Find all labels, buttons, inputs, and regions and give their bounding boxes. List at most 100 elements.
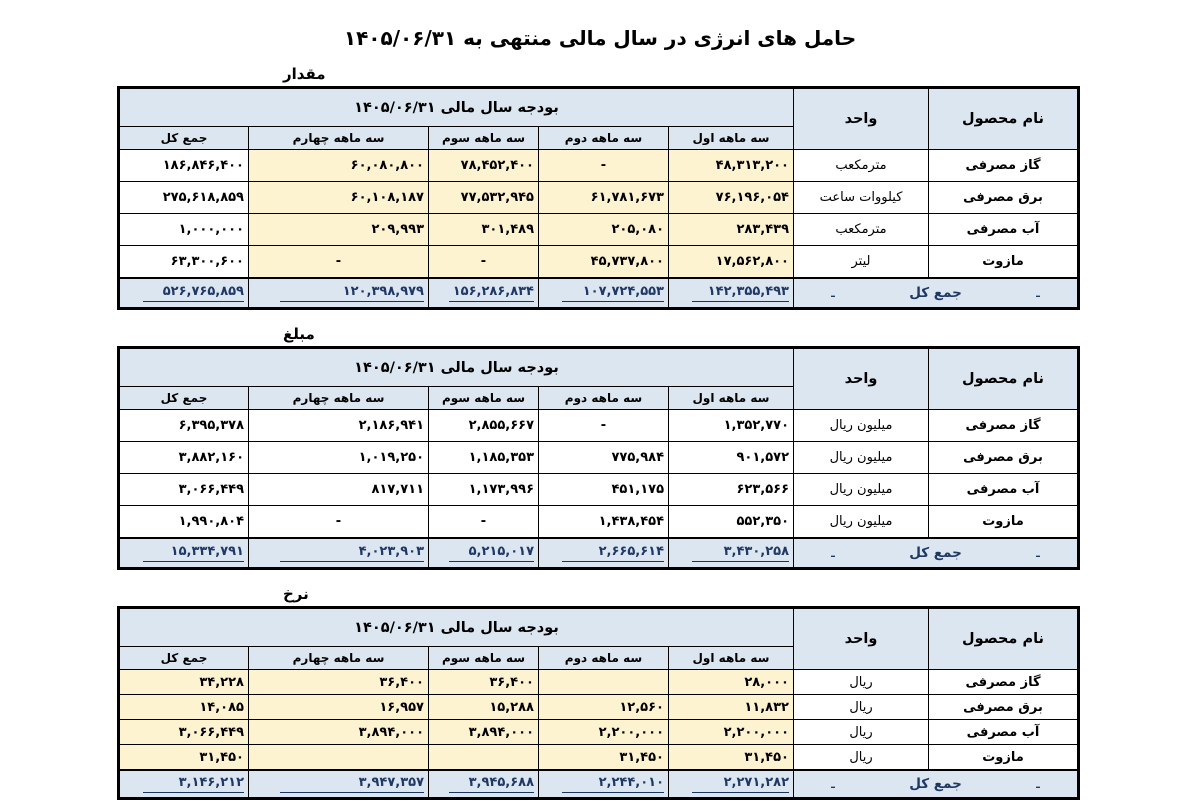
q2-cell: ۲۰۵,۰۸۰ [538,213,669,246]
total-row-label: ـ جمع کل ـ [793,769,1079,799]
q4-cell: ۶۰,۱۰۸,۱۸۷ [248,181,429,214]
q4-cell: - [248,245,429,279]
q2-cell: ۱,۴۳۸,۴۵۴ [538,505,669,539]
q1-cell: ۵۵۲,۳۵۰ [668,505,794,539]
total-grand-cell: ۵۲۶,۷۶۵,۸۵۹ [117,277,250,309]
table-row: مازوت میلیون ریال ۵۵۲,۳۵۰ ۱,۴۳۸,۴۵۴ - - … [117,505,1079,539]
col-header-product: نام محصول [928,87,1079,150]
table-row: گاز مصرفی مترمکعب ۴۸,۳۱۳,۲۰۰ - ۷۸,۴۵۲,۴۰… [117,149,1079,182]
total-row: ـ جمع کل ـ ۲,۲۷۱,۲۸۲ ۲,۲۴۴,۰۱۰ ۳,۹۴۵,۶۸۸… [117,769,1079,799]
q2-cell: ۱۲,۵۶۰ [538,694,669,720]
table-row: آب مصرفی ریال ۲,۲۰۰,۰۰۰ ۲,۲۰۰,۰۰۰ ۳,۸۹۴,… [117,719,1079,745]
total-row: ـ جمع کل ـ ۱۴۲,۳۵۵,۴۹۳ ۱۰۷,۷۲۴,۵۵۳ ۱۵۶,۲… [117,277,1079,309]
q3-cell: - [428,245,539,279]
q4-cell: ۱۶,۹۵۷ [248,694,429,720]
q2-cell: ۳۱,۴۵۰ [538,744,669,771]
unit-cell: ریال [793,719,929,745]
dash-mark: ـ [1036,546,1040,560]
total-label-text: جمع کل [909,285,962,301]
total-value: ۱۰۷,۷۲۴,۵۵۳ [562,284,664,302]
total-cell: ۱,۹۹۰,۸۰۴ [117,505,250,539]
total-row-label: ـ جمع کل ـ [793,277,1079,309]
total-value: ۲,۲۷۱,۲۸۲ [691,775,789,793]
product-cell: آب مصرفی [928,473,1079,506]
col-header-q1: سه ماهه اول [668,386,794,410]
unit-cell: میلیون ریال [793,441,929,474]
q1-cell: ۶۲۳,۵۶۶ [668,473,794,506]
q3-cell: ۱,۱۷۳,۹۹۶ [428,473,539,506]
total-cell: ۳,۸۸۲,۱۶۰ [117,441,250,474]
table-row: برق مصرفی میلیون ریال ۹۰۱,۵۷۲ ۷۷۵,۹۸۴ ۱,… [117,441,1079,474]
total-value: ۱۵۶,۲۸۶,۸۳۴ [449,284,534,302]
total-value: ۱۲۰,۳۹۸,۹۷۹ [280,284,424,302]
col-header-product: نام محصول [928,347,1079,410]
unit-cell: میلیون ریال [793,473,929,506]
header-row-1: نام محصول واحد بودجه سال مالی ۱۴۰۵/۰۶/۳۱ [117,87,1079,150]
rate-table: نام محصول واحد بودجه سال مالی ۱۴۰۵/۰۶/۳۱… [116,606,1080,800]
product-cell: برق مصرفی [928,181,1079,214]
q2-cell [538,669,669,695]
total-value: ۲,۶۶۵,۶۱۴ [562,544,664,562]
section-amount: مبلغ نام محصول واحد بودجه سال مالی ۱۴۰۵/… [116,325,1080,570]
q1-cell: ۹۰۱,۵۷۲ [668,441,794,474]
section-label-amount: مبلغ [120,325,1080,343]
q1-cell: ۳۱,۴۵۰ [668,744,794,771]
q3-cell: ۳۰۱,۴۸۹ [428,213,539,246]
total-cell: ۶,۳۹۵,۳۷۸ [117,409,250,442]
q4-cell [248,744,429,771]
total-q3-cell: ۱۵۶,۲۸۶,۸۳۴ [428,277,539,309]
col-header-product: نام محصول [928,607,1079,670]
q1-cell: ۷۶,۱۹۶,۰۵۴ [668,181,794,214]
section-label-text: مقدار [283,65,326,83]
q2-cell: ۴۵,۷۳۷,۸۰۰ [538,245,669,279]
q3-cell: - [428,505,539,539]
header-row-1: نام محصول واحد بودجه سال مالی ۱۴۰۵/۰۶/۳۱ [117,607,1079,670]
total-value: ۱۴۲,۳۵۵,۴۹۳ [691,284,789,302]
product-cell: گاز مصرفی [928,409,1079,442]
q2-cell: - [538,149,669,182]
total-value: ۳,۹۴۵,۶۸۸ [449,775,534,793]
unit-cell: ریال [793,744,929,771]
total-value: ۵,۲۱۵,۰۱۷ [449,544,534,562]
total-cell: ۱,۰۰۰,۰۰۰ [117,213,250,246]
total-grand-cell: ۳,۱۴۶,۲۱۲ [117,769,250,799]
dash-mark: ـ [831,777,835,791]
section-quantity: مقدار نام محصول واحد بودجه سال مالی ۱۴۰۵… [116,65,1080,310]
total-value: ۵۲۶,۷۶۵,۸۵۹ [143,284,244,302]
col-header-total: جمع کل [117,646,250,670]
table-row: برق مصرفی کیلووات ساعت ۷۶,۱۹۶,۰۵۴ ۶۱,۷۸۱… [117,181,1079,214]
q3-cell: ۱۵,۲۸۸ [428,694,539,720]
col-header-q4: سه ماهه چهارم [248,126,429,150]
header-row-1: نام محصول واحد بودجه سال مالی ۱۴۰۵/۰۶/۳۱ [117,347,1079,410]
q2-cell: ۷۷۵,۹۸۴ [538,441,669,474]
col-header-unit: واحد [793,87,929,150]
section-rate: نرخ نام محصول واحد بودجه سال مالی ۱۴۰۵/۰… [116,585,1080,800]
header-row-2: سه ماهه اول سه ماهه دوم سه ماهه سوم سه م… [117,646,1078,670]
section-label-text: مبلغ [283,325,315,343]
unit-cell: ریال [793,669,929,695]
q3-cell: ۲,۸۵۵,۶۶۷ [428,409,539,442]
total-cell: ۱۸۶,۸۴۶,۴۰۰ [117,149,250,182]
product-cell: آب مصرفی [928,719,1079,745]
q4-cell: - [248,505,429,539]
unit-cell: مترمکعب [793,213,929,246]
total-cell: ۶۳,۳۰۰,۶۰۰ [117,245,250,279]
page-title: حامل های انرژی در سال مالی منتهی به ۱۴۰۵… [343,26,857,50]
total-q1-cell: ۲,۲۷۱,۲۸۲ [668,769,794,799]
unit-cell: مترمکعب [793,149,929,182]
total-row-label: ـ جمع کل ـ [793,537,1079,569]
dash-mark: ـ [831,286,835,300]
q4-cell: ۳۶,۴۰۰ [248,669,429,695]
table-row: مازوت ریال ۳۱,۴۵۰ ۳۱,۴۵۰ ۳۱,۴۵۰ [117,744,1079,771]
q4-cell: ۱,۰۱۹,۲۵۰ [248,441,429,474]
col-header-q3: سه ماهه سوم [428,126,539,150]
dash-mark: ـ [831,546,835,560]
col-header-q2: سه ماهه دوم [538,386,669,410]
q3-cell [428,744,539,771]
product-cell: برق مصرفی [928,441,1079,474]
col-header-unit: واحد [793,607,929,670]
total-cell: ۲۷۵,۶۱۸,۸۵۹ [117,181,250,214]
total-grand-cell: ۱۵,۳۳۴,۷۹۱ [117,537,250,569]
unit-cell: کیلووات ساعت [793,181,929,214]
